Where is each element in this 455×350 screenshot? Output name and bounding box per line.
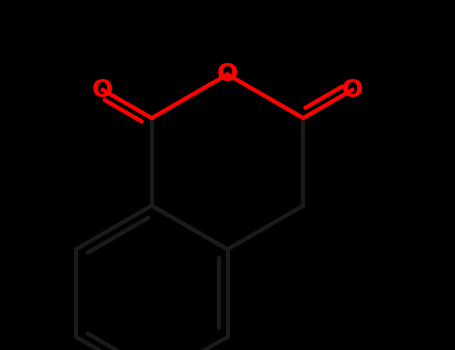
Text: O: O <box>92 78 113 102</box>
Text: O: O <box>342 78 363 102</box>
Text: O: O <box>217 62 238 86</box>
